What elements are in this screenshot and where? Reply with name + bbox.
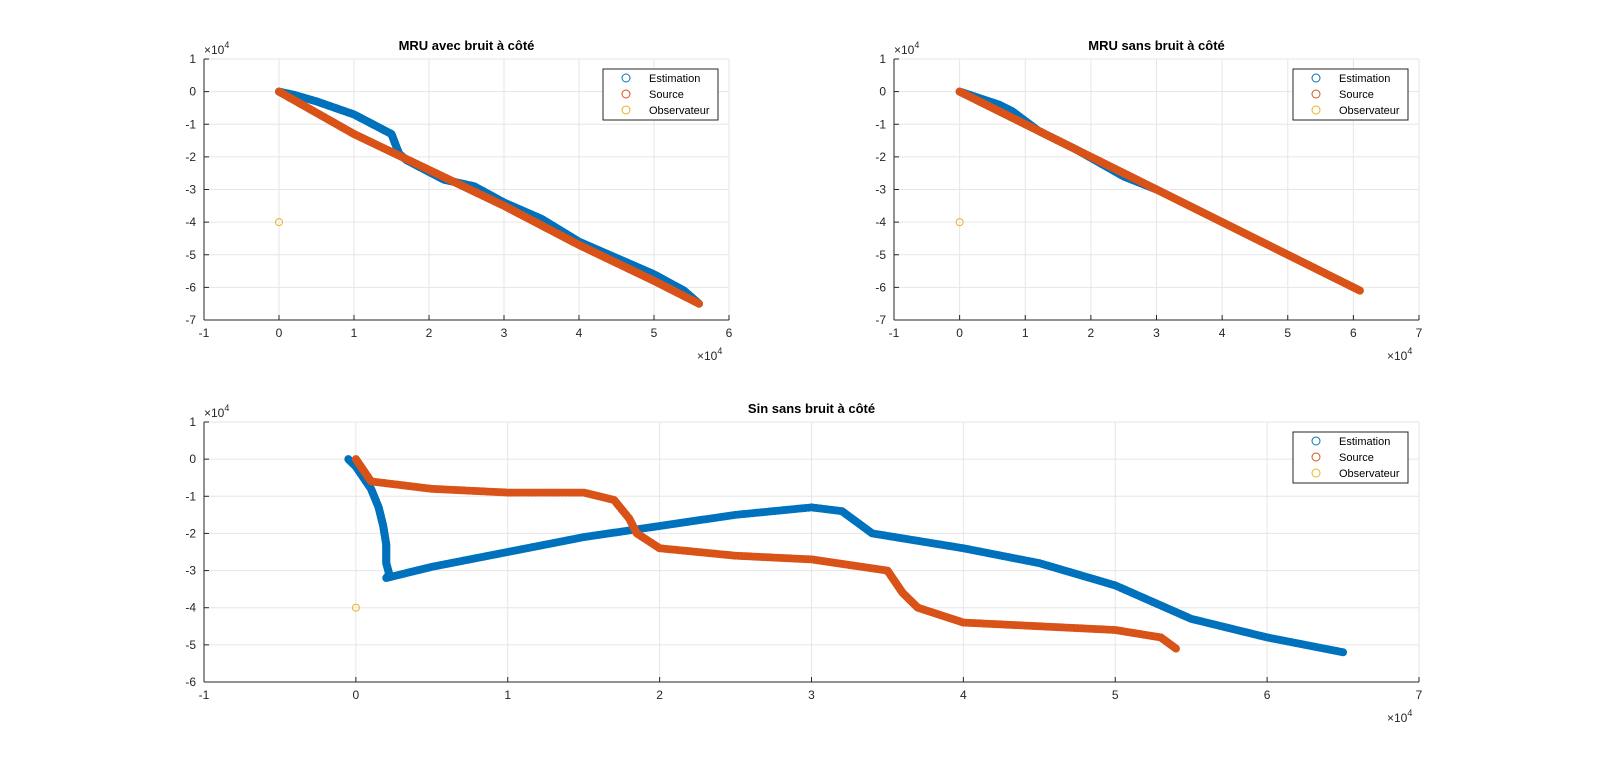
chart-mru-avec-bruit: -1 0 1 2 3 4 5 6 -7 -6 -5 -4 -3 -2 -1 0 1 ×104 ×104 MRU ave… (185, 38, 732, 363)
x-tick-label: 6 (726, 326, 733, 340)
x-tick-label: 0 (276, 326, 283, 340)
data-point-estimation (1339, 648, 1348, 657)
legend-marker-estimation (1311, 73, 1321, 83)
y-tick-label: 1 (879, 52, 886, 66)
y-tick-label: -1 (185, 489, 196, 503)
y-tick-label: -5 (185, 248, 196, 262)
y-tick-label: -3 (185, 183, 196, 197)
y-tick-label: -2 (185, 150, 196, 164)
data-point-source (1172, 644, 1180, 653)
legend-label: Estimation (1339, 436, 1390, 448)
data-point-source (1355, 286, 1364, 295)
y-tick-label: 1 (189, 52, 196, 66)
x-tick-label: 2 (1088, 326, 1095, 340)
chart-sin-sans-bruit: -1 0 1 2 3 4 5 6 7 -6 -5 -4 -3 -2 -1 0 1 ×104 ×104 Sin sans… (185, 401, 1422, 725)
x-tick-label: -1 (889, 326, 900, 340)
x-tick-label: 0 (353, 688, 360, 702)
legend: Estimation Source Observateur (1292, 68, 1409, 121)
y-tick-label: -4 (185, 215, 196, 229)
legend-marker-source (1311, 89, 1321, 99)
legend-label: Observateur (1339, 105, 1400, 117)
chart-title: Sin sans bruit à côté (748, 401, 875, 416)
y-tick-label: -7 (185, 313, 196, 327)
series-estimation (344, 455, 1348, 657)
series-source (275, 87, 703, 308)
y-tick-label: -6 (875, 280, 886, 294)
series-source (955, 87, 1364, 295)
x-tick-label: 3 (808, 688, 815, 702)
series-observateur (955, 218, 964, 227)
y-tick-label: -2 (875, 150, 886, 164)
y-tick-label: -4 (185, 601, 196, 615)
chart-title: MRU sans bruit à côté (1088, 38, 1225, 53)
x-tick-label: -1 (199, 326, 210, 340)
y-axis-multiplier: ×104 (204, 40, 229, 57)
data-point-source (695, 299, 703, 308)
legend-label: Estimation (1339, 73, 1390, 85)
x-tick-label: 2 (656, 688, 663, 702)
y-tick-label: -1 (185, 117, 196, 131)
x-tick-label: 3 (501, 326, 508, 340)
x-tick-label: 6 (1264, 688, 1271, 702)
x-tick-label: 0 (956, 326, 963, 340)
y-tick-label: -3 (875, 183, 886, 197)
legend: Estimation Source Observateur (602, 68, 719, 121)
y-axis-multiplier: ×104 (204, 403, 229, 420)
x-tick-label: 2 (426, 326, 433, 340)
y-tick-label: 0 (189, 452, 196, 466)
y-tick-label: 0 (879, 85, 886, 99)
legend-label: Observateur (649, 105, 710, 117)
y-tick-label: -4 (875, 215, 886, 229)
x-tick-label: 4 (576, 326, 583, 340)
y-tick-label: -6 (185, 675, 196, 689)
chart-title: MRU avec bruit à côté (399, 38, 535, 53)
x-tick-label: -1 (199, 688, 210, 702)
x-tick-label: 5 (1112, 688, 1119, 702)
x-tick-label: 4 (1219, 326, 1226, 340)
x-tick-label: 7 (1416, 688, 1423, 702)
y-tick-label: 0 (189, 85, 196, 99)
y-tick-label: -5 (875, 248, 886, 262)
legend-label: Source (1339, 89, 1374, 101)
legend-label: Observateur (1339, 468, 1400, 480)
legend-label: Source (649, 89, 684, 101)
y-tick-label: -2 (185, 526, 196, 540)
x-tick-label: 1 (351, 326, 358, 340)
data-point-observateur (955, 218, 964, 227)
y-tick-label: -1 (875, 117, 886, 131)
y-axis-multiplier: ×104 (894, 40, 919, 57)
legend-label: Estimation (649, 73, 700, 85)
legend-marker-source (621, 89, 631, 99)
x-tick-label: 1 (1022, 326, 1029, 340)
x-axis-multiplier: ×104 (1387, 708, 1412, 725)
y-tick-label: 1 (189, 415, 196, 429)
legend-label: Source (1339, 452, 1374, 464)
legend-marker-observateur (621, 105, 631, 115)
x-tick-label: 6 (1350, 326, 1357, 340)
x-tick-label: 5 (1284, 326, 1291, 340)
x-tick-label: 7 (1416, 326, 1423, 340)
x-axis-multiplier: ×104 (697, 346, 722, 363)
legend-marker-observateur (1311, 105, 1321, 115)
y-tick-label: -6 (185, 280, 196, 294)
y-tick-label: -5 (185, 638, 196, 652)
x-axis-multiplier: ×104 (1387, 346, 1412, 363)
x-tick-label: 1 (504, 688, 511, 702)
y-tick-label: -7 (875, 313, 886, 327)
legend: Estimation Source Observateur (1292, 431, 1409, 484)
x-tick-label: 3 (1153, 326, 1160, 340)
series-observateur (275, 218, 283, 227)
data-point-observateur (275, 218, 283, 227)
x-tick-label: 4 (960, 688, 967, 702)
chart-mru-sans-bruit: -1 0 1 2 3 4 5 6 7 -7 -6 -5 -4 -3 -2 -1 0 1 ×104 ×104 MRU sa… (875, 38, 1422, 363)
legend-marker-estimation (621, 73, 631, 83)
x-tick-label: 5 (651, 326, 658, 340)
y-tick-label: -3 (185, 564, 196, 578)
